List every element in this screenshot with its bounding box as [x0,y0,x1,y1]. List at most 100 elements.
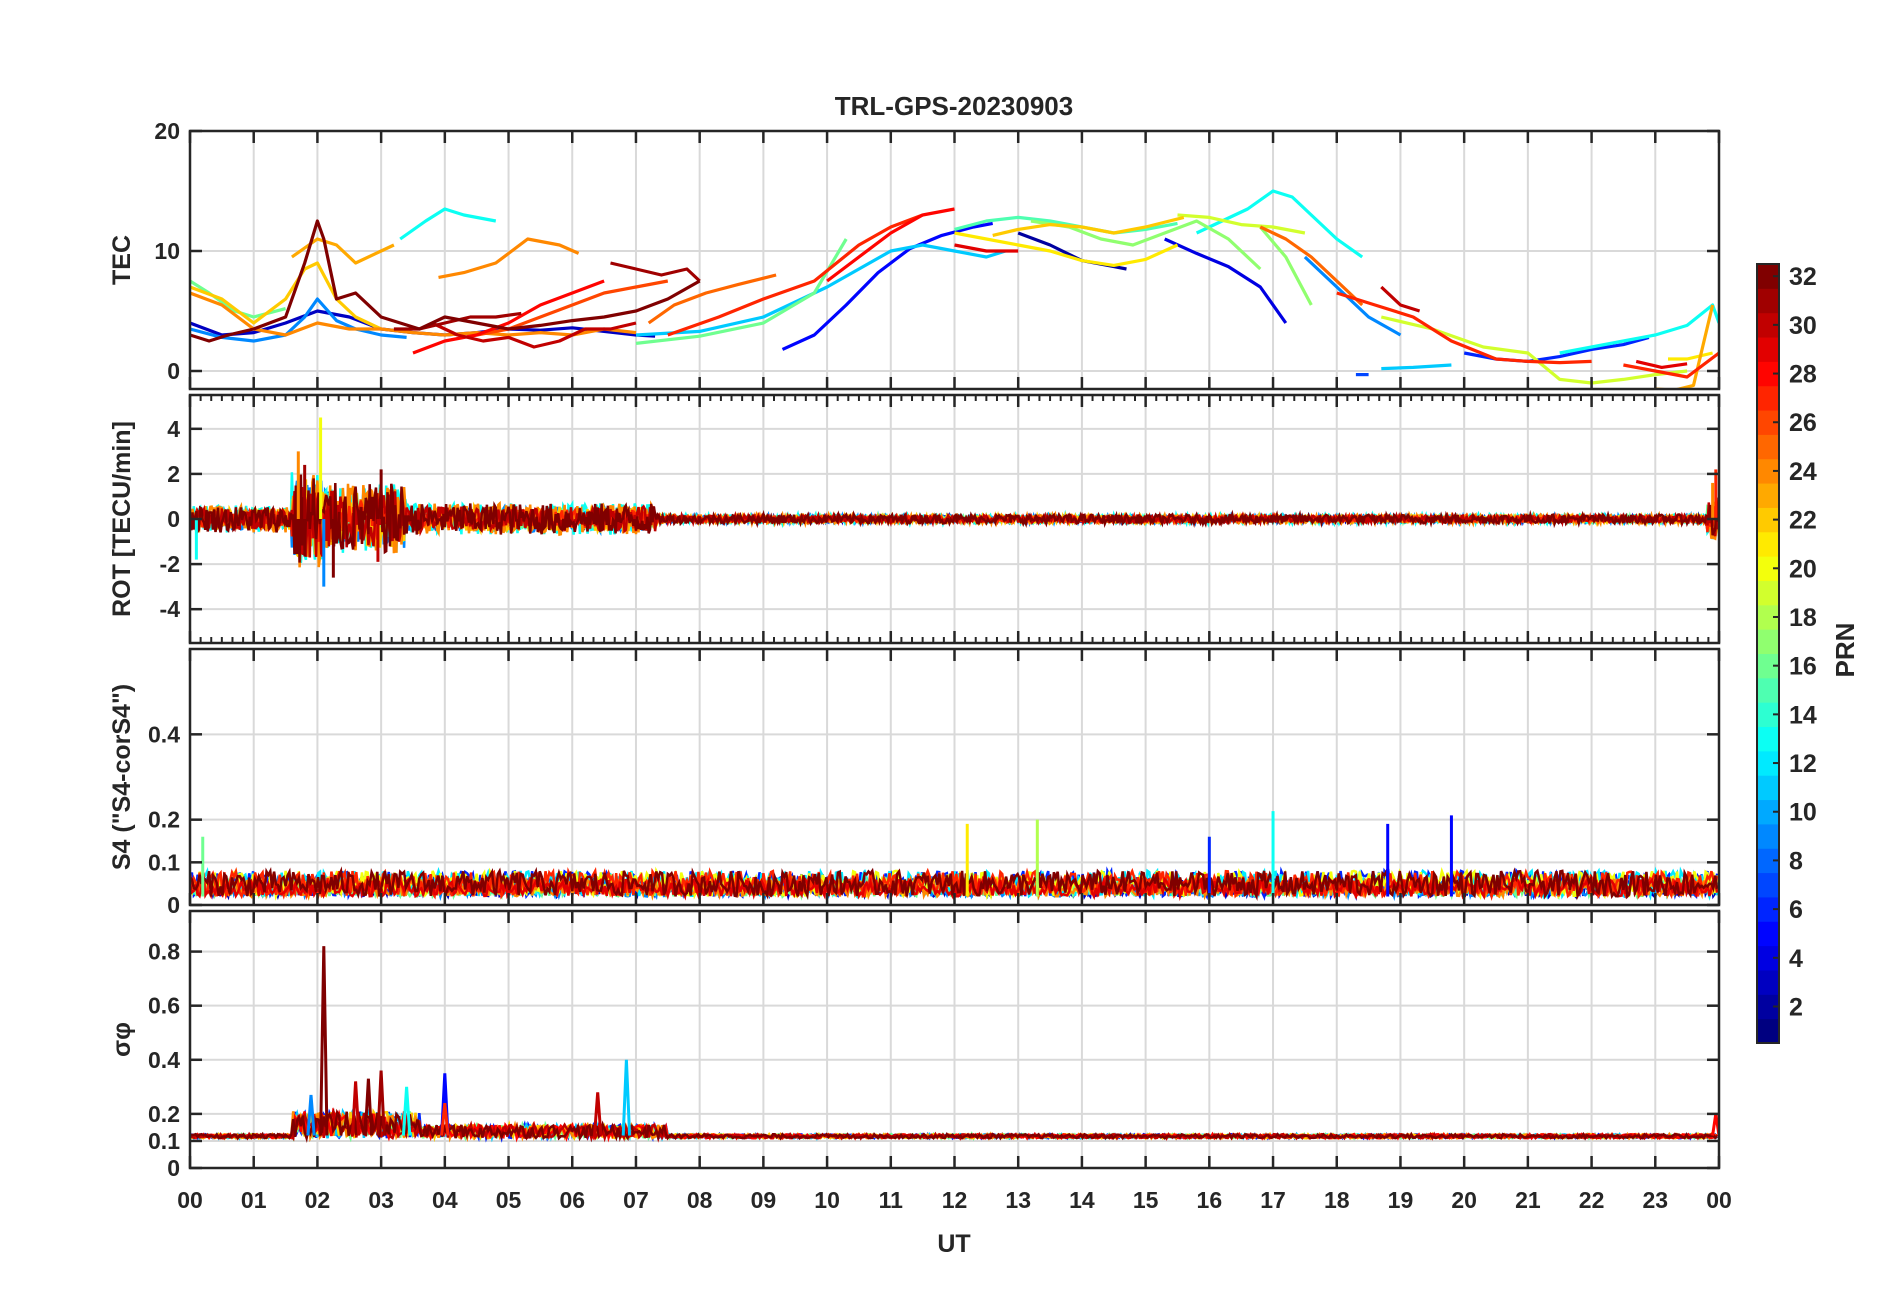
x-axis: UT 00 01 02 03 04 05 06 07 08 09 10 11 12 13 14 15 16 17 1… [177,1187,1732,1258]
x-tick-label: 19 [1388,1187,1414,1213]
colorbar-band [1757,677,1779,703]
x-tick-label: 09 [751,1187,777,1213]
y-tick-label: 0 [167,892,180,918]
tec-series-line [1259,225,1364,307]
colorbar-tick-label: 14 [1789,701,1817,729]
x-tick-label: 22 [1579,1187,1605,1213]
tec-series-line [992,215,1185,237]
tec-series-line [1623,351,1719,379]
colorbar-band [1757,653,1779,679]
y-tick-label: 0.2 [148,807,180,833]
tec-series-line [635,243,1006,337]
y-axis-label: ROT [TECU/min] [108,421,136,617]
x-tick-label: 15 [1133,1187,1159,1213]
colorbar-band [1757,799,1779,825]
x-tick-label: 11 [879,1187,904,1213]
chart-title: TRL-GPS-20230903 [835,91,1073,121]
x-axis-label: UT [937,1230,970,1258]
tec-series-line [190,297,407,343]
y-axis-label: S4 ("S4-corS4") [108,684,136,870]
sigma-spike [401,1086,412,1136]
colorbar-tick-label: 24 [1789,458,1817,486]
tec-series-line [1164,237,1288,324]
colorbar-band [1757,531,1779,557]
tec-series-line [610,261,701,283]
colorbar-tick-label: 20 [1789,555,1817,583]
tec-series-line [1030,219,1262,271]
colorbar-tick-label: 32 [1789,263,1817,291]
sigma-series-line [190,1108,1718,1143]
y-axis-label: TEC [108,235,136,285]
colorbar-band [1757,410,1779,435]
x-tick-label: 16 [1197,1187,1223,1213]
colorbar-band [1757,896,1779,922]
tec-series-line [438,237,580,279]
x-tick-label: 07 [623,1187,649,1213]
y-axis-label: σφ [108,1022,136,1057]
y-tick-label: 0.4 [148,721,180,747]
colorbar-band [1757,921,1779,947]
y-tick-label: 0 [167,506,180,532]
x-tick-label: 00 [1706,1187,1732,1213]
colorbar-band [1757,288,1779,314]
colorbar-tick-label: 12 [1789,750,1817,778]
tec-series-line [954,231,1179,267]
y-tick-label: 0.4 [148,1047,180,1073]
y-tick-label: 20 [154,118,180,144]
y-tick-label: 4 [167,416,180,442]
colorbar-band [1757,726,1779,752]
tec-series-line [190,261,382,331]
colorbar-tick-label: 30 [1789,312,1817,340]
rot-series-line [190,474,1719,563]
colorbar-tick-label: 16 [1789,653,1817,681]
x-tick-label: 05 [496,1187,522,1213]
x-tick-label: 04 [432,1187,458,1213]
colorbar-band [1757,702,1779,728]
tec-series-line [1177,213,1306,235]
y-tick-label: 0.2 [148,1101,180,1127]
colorbar-frame [1756,263,1780,1044]
colorbar-band [1757,629,1779,654]
tec-series-line [412,279,605,355]
panel-0: 0 10 20 TEC [108,118,1721,391]
x-tick-label: 06 [559,1187,585,1213]
colorbar-band [1757,507,1779,533]
colorbar-band [1757,823,1779,849]
sigma-spike [351,1081,361,1136]
panel-data [190,946,1719,1143]
colorbar-tick-label: 18 [1789,604,1817,632]
colorbar-band [1757,750,1779,776]
colorbar-band [1757,580,1779,606]
ticks: 00.10.2 0.4 0.6 0.8 [148,911,1721,1181]
tec-series-line [1259,225,1313,306]
colorbar-tick-label: 28 [1789,361,1817,389]
tec-series-line [647,273,777,325]
tec-series-line [954,215,1178,235]
colorbar-band [1757,312,1779,338]
tec-series-line [826,207,955,283]
tec-series-line [1336,291,1592,365]
sigma-spike [319,946,329,1136]
colorbar-band [1757,604,1779,630]
colorbar-tick-label: 2 [1789,993,1803,1021]
tec-series-line [1195,189,1364,259]
tec-series-line [954,243,1019,253]
sigma-spike [621,1059,632,1136]
tec-series-line [1380,315,1688,385]
x-tick-label: 23 [1642,1187,1668,1213]
tec-series-line [667,213,924,337]
x-tick-label: 18 [1324,1187,1350,1213]
y-tick-label: 0.1 [148,1128,180,1154]
x-tick-label: 14 [1069,1187,1095,1213]
colorbar-band [1757,945,1779,971]
colorbar-band [1757,848,1779,874]
colorbar-label: PRN [1830,623,1860,678]
tec-series-line [1380,285,1421,313]
colorbar-band [1757,969,1779,995]
y-tick-label: -2 [160,551,180,577]
sigma-spike [593,1092,603,1136]
x-tick-label: 20 [1451,1187,1477,1213]
colorbar-tick-label: 4 [1789,945,1803,973]
